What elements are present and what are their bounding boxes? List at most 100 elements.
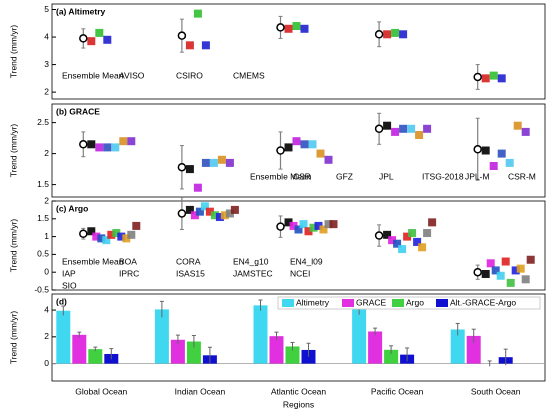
product-marker [87,140,96,149]
product-marker [423,124,432,133]
y-axis-label: Trend (mm/yr) [8,219,18,273]
bar [154,309,169,364]
legend-label: ITSG-2018 [422,171,464,181]
legend-label: JAMSTEC [233,268,273,278]
plot-frame [51,200,546,291]
product-marker [486,259,495,268]
product-marker [489,71,498,80]
y-tick-label: 4 [44,304,49,314]
y-tick-label: -0.5 [34,284,49,294]
product-marker [112,229,121,238]
bar [56,310,71,364]
legend-label: EN4_l09 [290,256,323,266]
bar [466,335,481,364]
product-marker [324,155,333,164]
product-marker [423,229,432,238]
product-marker [95,28,104,37]
y-axis-label: Trend (mm/yr) [8,311,18,365]
product-marker [481,269,490,278]
product-marker [319,225,328,234]
bar [186,341,201,364]
ensemble-marker [374,231,384,240]
plot-frame [51,103,546,198]
product-marker [481,74,490,83]
product-marker [284,218,293,227]
ensemble-marker [177,162,187,172]
ensemble-marker [276,23,285,32]
product-marker [185,41,194,50]
legend-label: AVISO [119,70,145,80]
product-marker [408,229,417,238]
legend-label: BOA [119,256,137,266]
legend-label: CMEMS [233,70,265,80]
legend-label: NCEI [290,268,310,278]
product-marker [103,143,112,152]
legend-label: CSIRO [176,70,203,80]
ensemble-marker [177,209,187,218]
product-marker [205,207,214,216]
product-marker [225,158,234,167]
product-marker [230,205,239,214]
product-marker [117,232,126,241]
legend-label: Altimetry [296,297,330,307]
product-marker [225,209,234,218]
bar [384,349,399,364]
product-marker [220,211,229,220]
product-marker [97,234,106,243]
product-marker [87,227,96,236]
product-marker [516,264,525,273]
panel-label: (a) Altimetry [56,6,106,16]
product-marker [399,30,408,39]
ensemble-marker [473,267,482,277]
product-marker [95,143,104,152]
product-marker [195,207,204,216]
y-axis-label: Trend (mm/yr) [8,124,18,178]
legend-label: IPRC [119,268,139,278]
product-marker [103,35,112,44]
y-tick-label: 1 [44,231,49,241]
product-marker [309,223,318,232]
product-marker [391,28,400,37]
bar [72,334,87,364]
y-tick-label: 4 [44,31,49,41]
legend-label: EN4_g10 [233,256,269,266]
y-tick-label: 0 [44,266,49,276]
product-marker [388,236,397,245]
product-marker [383,30,392,39]
product-marker [316,149,325,158]
product-marker [102,236,111,245]
product-marker [511,266,520,275]
bar [368,331,383,364]
x-tick-label: Atlantic Ocean [271,386,327,396]
y-axis-label: Trend (mm/yr) [8,25,18,79]
y-tick-label: 0 [44,358,49,368]
product-marker [521,127,530,136]
legend-label: Ensemble Mean [62,70,124,80]
product-marker [506,278,515,287]
product-marker [284,24,293,33]
ensemble-marker [79,229,88,239]
product-marker [201,158,210,167]
product-marker [127,137,136,146]
product-marker [407,124,416,133]
product-marker [398,245,407,254]
product-marker [415,131,424,139]
bar [352,308,367,364]
legend-label: Alt.-GRACE-Argo [450,297,516,307]
product-marker [132,221,141,230]
product-marker [294,225,303,234]
legend-swatch [392,299,404,307]
product-marker [521,275,530,284]
ensemble-marker [276,146,285,155]
legend-label: ISAS15 [176,268,205,278]
bar [253,305,268,364]
product-marker [201,41,210,50]
ensemble-marker [473,145,482,154]
x-tick-label: Indian Ocean [175,386,226,396]
product-marker [308,140,317,149]
product-marker [185,205,194,214]
product-marker [501,257,510,266]
product-marker [505,158,514,167]
product-marker [215,213,224,222]
